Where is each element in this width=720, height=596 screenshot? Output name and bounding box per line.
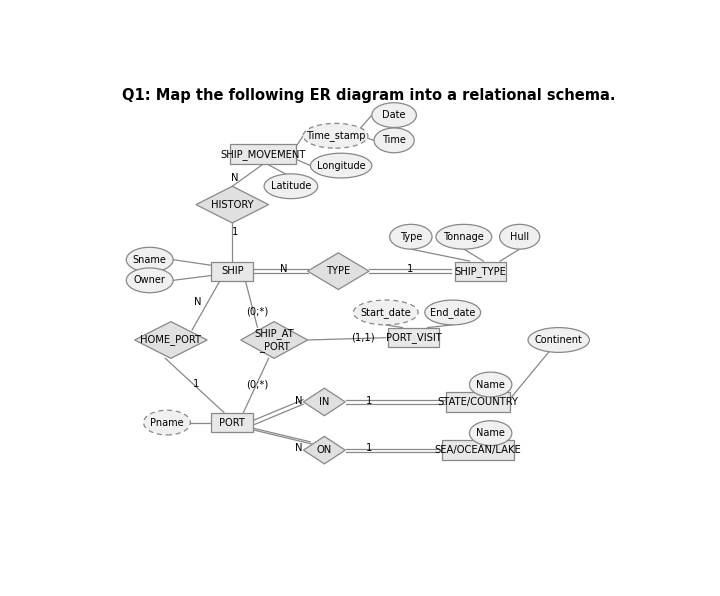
Text: Pname: Pname (150, 418, 184, 427)
Text: Sname: Sname (132, 254, 166, 265)
Text: N: N (194, 297, 202, 307)
Text: Q1: Map the following ER diagram into a relational schema.: Q1: Map the following ER diagram into a … (122, 88, 616, 103)
Ellipse shape (303, 123, 368, 148)
Text: Tonnage: Tonnage (444, 232, 485, 242)
Text: (1,1): (1,1) (351, 333, 375, 343)
Ellipse shape (374, 128, 414, 153)
FancyBboxPatch shape (456, 262, 505, 281)
Text: TYPE: TYPE (326, 266, 351, 276)
Text: STATE/COUNTRY: STATE/COUNTRY (437, 397, 518, 407)
Text: Latitude: Latitude (271, 181, 311, 191)
Ellipse shape (390, 224, 432, 249)
Polygon shape (303, 436, 346, 464)
Polygon shape (303, 388, 346, 416)
Text: SHIP_MOVEMENT: SHIP_MOVEMENT (220, 148, 306, 160)
Text: Time_stamp: Time_stamp (306, 131, 365, 141)
Text: Date: Date (382, 110, 406, 120)
FancyBboxPatch shape (446, 392, 510, 412)
Text: Hull: Hull (510, 232, 529, 242)
Text: Type: Type (400, 232, 422, 242)
Text: 1: 1 (232, 227, 238, 237)
Text: (0;*): (0;*) (246, 380, 269, 390)
Text: SHIP: SHIP (221, 266, 243, 276)
Text: N: N (295, 443, 303, 453)
Ellipse shape (425, 300, 481, 325)
Text: Owner: Owner (134, 275, 166, 285)
Text: 1: 1 (366, 396, 372, 406)
Text: SEA/OCEAN/LAKE: SEA/OCEAN/LAKE (434, 445, 521, 455)
Text: 1: 1 (407, 264, 413, 274)
Text: N: N (231, 173, 239, 183)
Ellipse shape (469, 372, 512, 397)
Text: End_date: End_date (430, 307, 475, 318)
Polygon shape (240, 322, 307, 358)
FancyBboxPatch shape (388, 328, 439, 347)
Text: Longitude: Longitude (317, 160, 366, 170)
Text: Continent: Continent (535, 335, 582, 345)
Ellipse shape (528, 328, 590, 352)
Ellipse shape (126, 268, 173, 293)
Text: Name: Name (476, 428, 505, 438)
Text: N: N (280, 264, 288, 274)
Text: 1: 1 (366, 443, 372, 453)
Text: HOME_PORT: HOME_PORT (140, 334, 202, 346)
Polygon shape (196, 186, 269, 223)
FancyBboxPatch shape (212, 262, 253, 281)
Text: (0;*): (0;*) (246, 307, 269, 317)
Text: HISTORY: HISTORY (211, 200, 253, 210)
Text: Start_date: Start_date (361, 307, 411, 318)
Text: Name: Name (476, 380, 505, 390)
Ellipse shape (354, 300, 418, 325)
Ellipse shape (469, 421, 512, 446)
Text: SHIP_TYPE: SHIP_TYPE (454, 266, 507, 277)
Ellipse shape (126, 247, 173, 272)
Ellipse shape (264, 174, 318, 198)
FancyBboxPatch shape (212, 413, 253, 432)
Ellipse shape (436, 224, 492, 249)
Text: Time: Time (382, 135, 406, 145)
Ellipse shape (310, 153, 372, 178)
Text: SHIP_AT
_PORT: SHIP_AT _PORT (254, 328, 294, 352)
Ellipse shape (143, 410, 191, 435)
FancyBboxPatch shape (441, 440, 514, 460)
FancyBboxPatch shape (230, 144, 297, 164)
Text: IN: IN (319, 397, 330, 407)
Ellipse shape (372, 103, 416, 128)
Ellipse shape (500, 224, 540, 249)
Text: ON: ON (317, 445, 332, 455)
Text: PORT: PORT (220, 418, 246, 427)
Polygon shape (135, 322, 207, 358)
Text: N: N (295, 396, 303, 406)
Text: 1: 1 (193, 378, 199, 389)
Text: PORT_VISIT: PORT_VISIT (386, 332, 441, 343)
Polygon shape (307, 253, 369, 290)
